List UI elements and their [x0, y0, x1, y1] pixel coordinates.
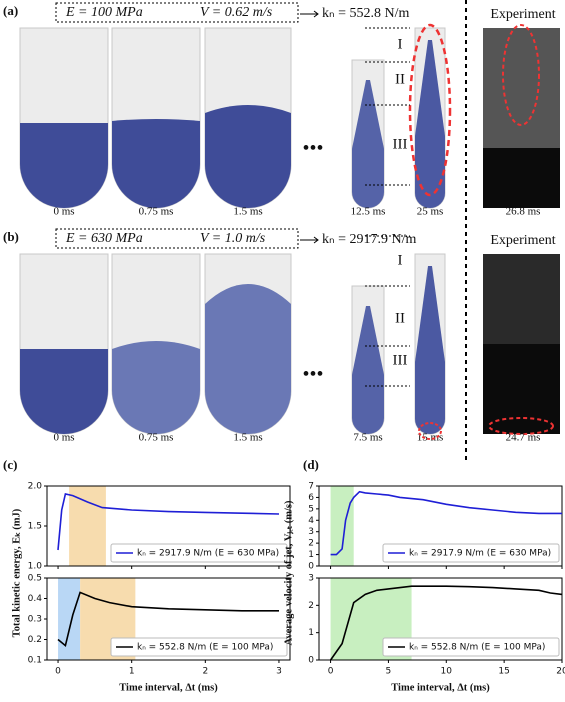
shaded-span: [58, 578, 80, 660]
experiment-title: Experiment: [490, 7, 555, 22]
y-tick-label: 3: [308, 527, 314, 537]
granular-fill: [205, 105, 291, 208]
x-tick-label: 2: [202, 667, 208, 677]
panel-label: (d): [303, 457, 319, 472]
experiment-fill: [483, 344, 560, 434]
panel-label: (b): [3, 229, 19, 244]
x-tick-label: 0: [328, 667, 334, 677]
stage-label: III: [393, 136, 408, 152]
y-tick-label: 6: [308, 493, 314, 503]
y-tick-label: 4: [308, 516, 314, 526]
panel-label: (c): [3, 457, 17, 472]
stage-label: I: [398, 252, 403, 268]
y-tick-label: 0.1: [28, 656, 42, 666]
stage-label: II: [395, 310, 405, 326]
x-tick-label: 1: [129, 667, 135, 677]
stiffness: kₙ = 552.8 N/m: [322, 6, 409, 21]
stage-label: I: [398, 36, 403, 52]
x-tick-label: 3: [276, 667, 282, 677]
y-tick-label: 2: [308, 539, 314, 549]
y-tick-label: 0: [308, 656, 314, 666]
param-v: V = 1.0 m/s: [200, 231, 266, 246]
time-label: 1.5 ms: [233, 206, 262, 218]
time-label: 0.75 ms: [139, 432, 174, 444]
x-tick-label: 5: [386, 667, 392, 677]
param-e: E = 100 MPa: [65, 5, 143, 20]
time-label: 0.75 ms: [139, 206, 174, 218]
time-label: 25 ms: [417, 206, 444, 218]
y-tick-label: 0.4: [28, 594, 43, 604]
time-label: 12.5 ms: [351, 206, 386, 218]
legend-label: kₙ = 2917.9 N/m (E = 630 MPa): [409, 549, 551, 559]
experiment-fill: [483, 148, 560, 208]
y-tick-label: 2: [308, 601, 314, 611]
y-tick-label: 0.2: [28, 635, 42, 645]
figure: (a) E = 100 MPa V = 0.62 m/s kₙ = 552.8 N/m…: [0, 0, 565, 702]
ellipsis: •••: [302, 364, 323, 386]
param-e: E = 630 MPa: [65, 231, 143, 246]
granular-fill: [112, 119, 200, 208]
y-tick-label: 0.5: [28, 574, 42, 584]
granular-fill: [205, 284, 291, 434]
time-label: 7.5 ms: [353, 432, 382, 444]
shaded-span: [69, 486, 106, 566]
stage-label: III: [393, 352, 408, 368]
y-tick-label: 1.0: [28, 562, 43, 572]
x-tick-label: 20: [556, 667, 565, 677]
y-tick-label: 1.5: [28, 522, 42, 532]
y-tick-label: 1: [308, 628, 314, 638]
x-tick-label: 0: [55, 667, 61, 677]
x-tick-label: 10: [441, 667, 453, 677]
time-label: 15 ms: [417, 432, 444, 444]
stage-label: II: [395, 71, 405, 87]
ellipsis: •••: [302, 138, 323, 160]
time-label: 0 ms: [53, 432, 74, 444]
granular-fill: [20, 123, 108, 208]
y-axis-label: Average velocity of jet, Vⱼₑₜ (m/s): [283, 500, 294, 645]
granular-fill: [112, 341, 200, 434]
experiment-time: 26.8 ms: [506, 206, 541, 218]
y-tick-label: 0: [308, 562, 314, 572]
experiment-time: 24.7 ms: [506, 432, 541, 444]
granular-fill: [20, 349, 108, 434]
param-v: V = 0.62 m/s: [200, 5, 273, 20]
time-label: 0 ms: [53, 206, 74, 218]
legend-label: kₙ = 552.8 N/m (E = 100 MPa): [409, 643, 545, 653]
x-axis-label: Time interval, Δt (ms): [391, 682, 490, 693]
legend-label: kₙ = 552.8 N/m (E = 100 MPa): [137, 643, 273, 653]
y-tick-label: 0.3: [28, 615, 42, 625]
x-axis-label: Time interval, Δt (ms): [119, 682, 218, 693]
legend-label: kₙ = 2917.9 N/m (E = 630 MPa): [137, 549, 279, 559]
experiment-title: Experiment: [490, 233, 555, 248]
y-tick-label: 5: [308, 504, 314, 514]
y-axis-label: Total kinetic energy, Eₖ (mJ): [11, 508, 22, 637]
y-tick-label: 1: [308, 550, 314, 560]
stiffness: kₙ = 2917.9 N/m: [322, 232, 416, 247]
arrow: [300, 11, 318, 17]
y-tick-label: 7: [308, 482, 314, 492]
panel-label: (a): [3, 3, 18, 18]
x-tick-label: 15: [498, 667, 509, 677]
y-tick-label: 2.0: [28, 482, 43, 492]
y-tick-label: 3: [308, 574, 314, 584]
time-label: 1.5 ms: [233, 432, 262, 444]
arrow: [300, 237, 318, 243]
